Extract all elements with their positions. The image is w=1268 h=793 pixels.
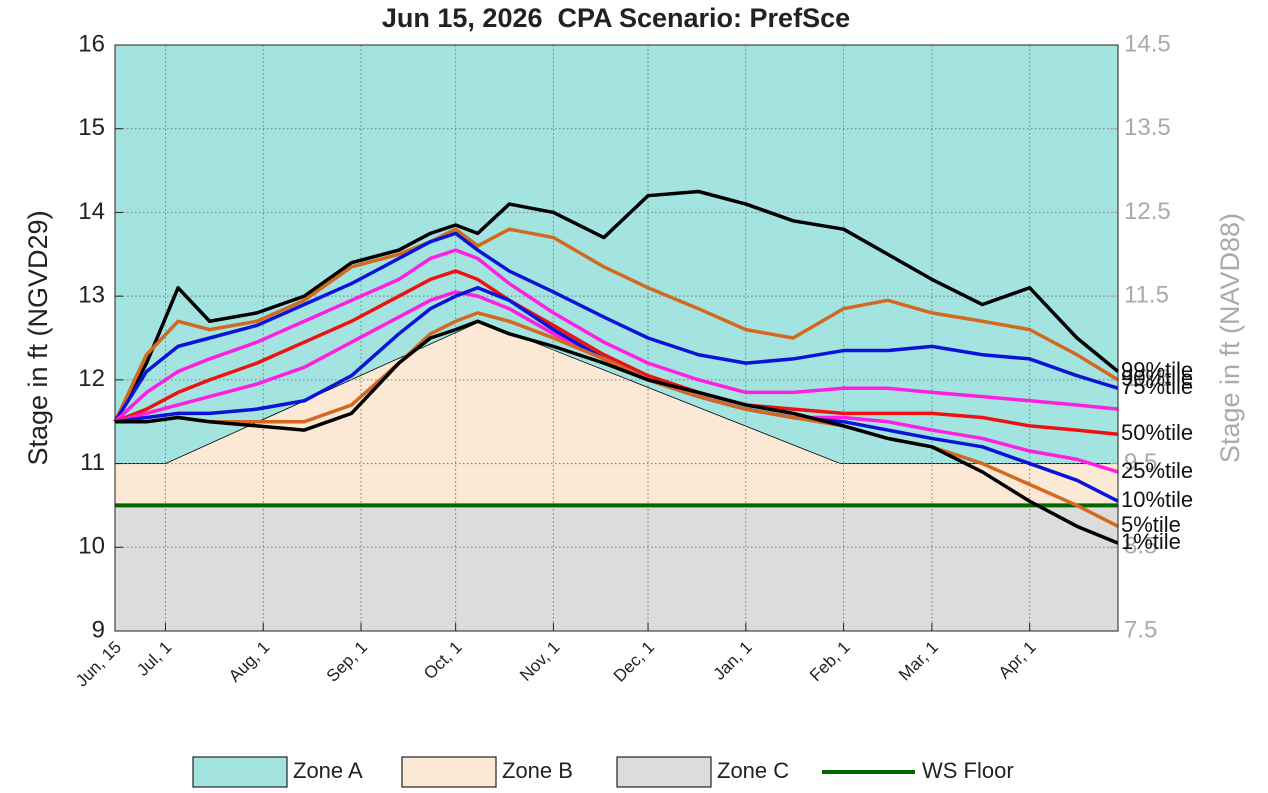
- x-tick-label: Mar, 1: [895, 638, 942, 685]
- y2-tick-label: 10.5: [1124, 365, 1171, 392]
- percentile-label: 50%tile: [1121, 420, 1193, 445]
- x-tick-label: Sep, 1: [323, 638, 371, 686]
- x-tick-label: Jun, 15: [72, 638, 125, 691]
- x-tick-label: Jan, 1: [710, 638, 756, 684]
- y2-tick-label: 7.5: [1124, 616, 1157, 643]
- y2-tick-label: 12.5: [1124, 198, 1171, 225]
- series-line: [113, 248, 1119, 423]
- series-line: [114, 269, 1119, 437]
- zone-c: [115, 505, 1118, 631]
- series-line: [114, 286, 1119, 503]
- plot-frame: [114, 44, 1119, 632]
- y2-tick-label: 11.5: [1124, 281, 1169, 308]
- x-tick-label: Dec, 1: [610, 638, 658, 686]
- y-tick-label: 12: [78, 365, 105, 392]
- legend-label: Zone B: [502, 758, 573, 783]
- chart-title: Jun 15, 2026 CPA Scenario: PrefSce: [382, 3, 850, 33]
- y-tick-label: 16: [78, 30, 105, 57]
- percentile-label: 90%tile: [1121, 366, 1193, 391]
- x-tick-label: Feb, 1: [806, 638, 854, 686]
- y-tick-label: 13: [78, 281, 105, 308]
- y-axis-label: Stage in ft (NGVD29): [23, 210, 53, 465]
- legend-label: Zone C: [717, 758, 789, 783]
- y-tick-label: 15: [78, 114, 105, 141]
- y2-tick-label: 9.5: [1124, 449, 1157, 476]
- series-line: [114, 290, 1119, 474]
- y2-tick-label: 8.5: [1124, 533, 1157, 560]
- y2-axis-label: Stage in ft (NAVD88): [1215, 213, 1245, 463]
- y2-tick-label: 14.5: [1124, 30, 1171, 57]
- legend-swatch: [616, 756, 712, 788]
- y-tick-label: 10: [78, 533, 105, 560]
- legend-swatch: [192, 756, 288, 788]
- series-line: [113, 189, 1120, 423]
- legend-swatch: [401, 756, 497, 788]
- x-tick-label: Nov, 1: [516, 638, 563, 685]
- x-tick-label: Jul, 1: [133, 638, 175, 680]
- y2-tick-label: 13.5: [1124, 114, 1171, 141]
- series-line: [115, 319, 1119, 545]
- y-tick-label: 9: [92, 616, 105, 643]
- x-tick-label: Aug, 1: [225, 638, 273, 686]
- y-tick-label: 11: [80, 449, 105, 476]
- percentile-label: 10%tile: [1121, 487, 1193, 512]
- legend-label: WS Floor: [922, 758, 1014, 783]
- percentile-label: 75%tile: [1121, 374, 1193, 399]
- percentile-label: 1%tile: [1121, 529, 1181, 554]
- series-line: [113, 227, 1119, 423]
- series-line: [113, 231, 1119, 423]
- percentile-label: 5%tile: [1121, 512, 1181, 537]
- x-tick-label: Oct, 1: [420, 638, 466, 684]
- legend-label: Zone A: [293, 758, 363, 783]
- x-tick-label: Apr, 1: [995, 638, 1040, 683]
- percentile-label: 25%tile: [1121, 458, 1193, 483]
- y-tick-label: 14: [78, 198, 105, 225]
- percentile-label: 99%tile: [1121, 357, 1193, 382]
